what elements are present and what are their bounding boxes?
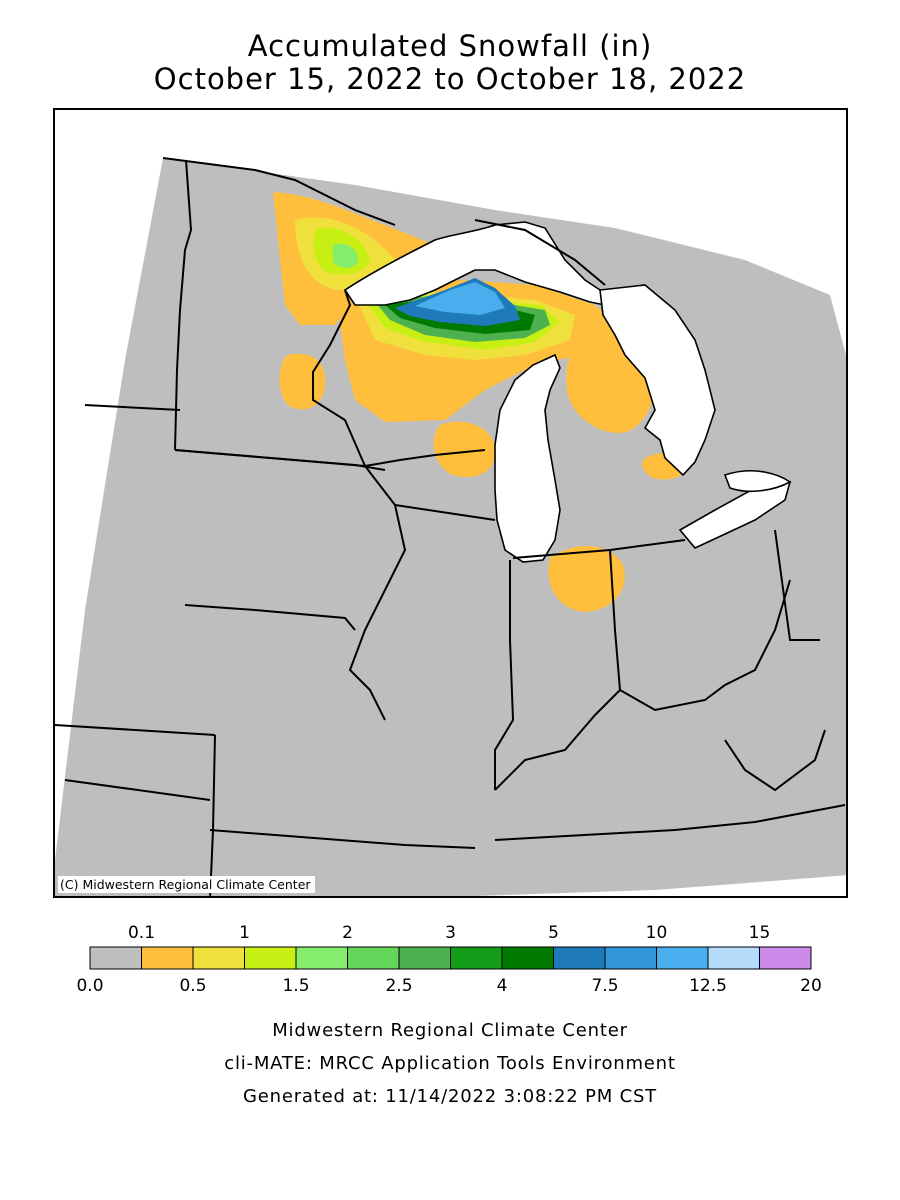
legend-bin (759, 946, 812, 970)
border-ky (494, 579, 791, 791)
snowfall-contours (273, 192, 686, 612)
legend-upper-labels: 0.1 1 2 3 5 10 15 (128, 923, 770, 943)
great-lakes (343, 221, 792, 563)
snow-zone-10-12.5 (415, 282, 505, 315)
legend-bin (707, 946, 760, 970)
border-mi-up-wi (364, 449, 486, 467)
legend-bin (656, 946, 709, 970)
snow-zone-1.5-2 (333, 243, 359, 268)
map-canvas (55, 157, 846, 896)
lake-erie (678, 480, 792, 549)
legend-bin (89, 946, 142, 970)
legend-bin (604, 946, 657, 970)
copyright-label: (C) Midwestern Regional Climate Center (58, 876, 315, 893)
snow-zone-0.1-0.5-in (548, 545, 625, 612)
legend-bin (192, 946, 245, 970)
snow-zone-0.1-0.5-central-wi (433, 421, 496, 478)
legend-bin (398, 946, 451, 970)
legend-bin (347, 946, 400, 970)
legend-lower-label: 2.5 (385, 976, 412, 996)
border-mn-canada (162, 157, 396, 226)
lake-ontario (723, 470, 792, 493)
legend-lower-label: 0.0 (76, 976, 103, 996)
border-mo-ar (209, 829, 476, 849)
legend-bins (89, 946, 812, 970)
credit-organization: Midwestern Regional Climate Center (272, 1020, 628, 1041)
credit-generated-at: Generated at: 11/14/2022 3:08:22 PM CST (243, 1086, 657, 1107)
legend-lower-label: 7.5 (591, 976, 618, 996)
legend-upper-label: 1 (239, 923, 250, 943)
map-date-range: October 15, 2022 to October 18, 2022 (153, 62, 747, 96)
legend-upper-label: 5 (548, 923, 559, 943)
color-legend: 0.1 1 2 3 5 10 15 0.0 0.5 1.5 2.5 4 7.5 12.5 20 (76, 923, 821, 996)
legend-lower-label: 12.5 (689, 976, 727, 996)
border-ia-mo (184, 604, 356, 631)
border-il-in (494, 560, 515, 790)
border-nd-mn (174, 159, 193, 451)
border-ia-il (348, 504, 407, 721)
border-mi-in-oh (512, 539, 686, 559)
legend-upper-label: 0.1 (128, 923, 155, 943)
lake-michigan (494, 353, 561, 563)
legend-upper-label: 15 (749, 923, 771, 943)
legend-lower-label: 1.5 (282, 976, 309, 996)
legend-lower-label: 0.5 (179, 976, 206, 996)
border-ne-sd (84, 404, 181, 411)
legend-bin (553, 946, 606, 970)
legend-bin (141, 946, 194, 970)
lake-huron (599, 284, 716, 477)
lake-superior (343, 221, 607, 307)
border-ks-ok (64, 779, 211, 801)
border-canada-mi (474, 219, 606, 286)
legend-lower-labels: 0.0 0.5 1.5 2.5 4 7.5 12.5 20 (76, 976, 821, 996)
border-ky-tn (494, 804, 846, 841)
legend-lower-label: 4 (497, 976, 508, 996)
legend-bin (244, 946, 297, 970)
border-pa-oh (774, 529, 820, 641)
border-mn-ia (174, 449, 366, 467)
map-title: Accumulated Snowfall (in) (247, 29, 653, 63)
legend-upper-label: 10 (646, 923, 668, 943)
border-ne-ks (55, 724, 216, 736)
legend-upper-label: 2 (342, 923, 353, 943)
legend-bin (295, 946, 348, 970)
border-wv-va (724, 729, 826, 792)
legend-lower-label: 20 (800, 976, 822, 996)
snowfall-map: (C) Midwestern Regional Climate Center (53, 108, 848, 898)
border-mn-wi (312, 289, 366, 467)
legend-upper-label: 3 (445, 923, 456, 943)
border-in-oh (609, 549, 621, 691)
credit-tool: cli-MATE: MRCC Application Tools Environ… (224, 1053, 676, 1074)
legend-bin (501, 946, 554, 970)
legend-bin (450, 946, 503, 970)
